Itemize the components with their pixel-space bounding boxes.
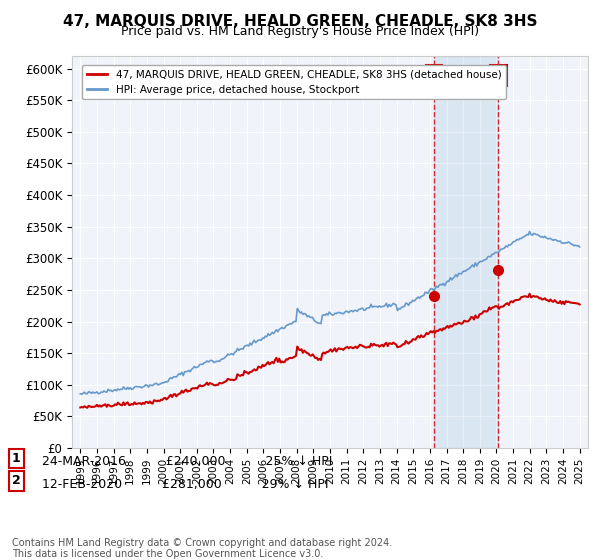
- Text: Price paid vs. HM Land Registry's House Price Index (HPI): Price paid vs. HM Land Registry's House …: [121, 25, 479, 38]
- Text: 1: 1: [430, 69, 438, 82]
- Text: 1: 1: [12, 452, 21, 465]
- Text: 12-FEB-2020          £281,000          29% ↓ HPI: 12-FEB-2020 £281,000 29% ↓ HPI: [42, 478, 329, 491]
- Text: 2: 2: [494, 69, 503, 82]
- Text: Contains HM Land Registry data © Crown copyright and database right 2024.
This d: Contains HM Land Registry data © Crown c…: [12, 538, 392, 559]
- Text: 47, MARQUIS DRIVE, HEALD GREEN, CHEADLE, SK8 3HS: 47, MARQUIS DRIVE, HEALD GREEN, CHEADLE,…: [63, 14, 537, 29]
- Legend: 47, MARQUIS DRIVE, HEALD GREEN, CHEADLE, SK8 3HS (detached house), HPI: Average : 47, MARQUIS DRIVE, HEALD GREEN, CHEADLE,…: [82, 65, 506, 99]
- Text: 2: 2: [12, 474, 21, 487]
- Bar: [434, 56, 499, 448]
- Text: 24-MAR-2016          £240,000          25% ↓ HPI: 24-MAR-2016 £240,000 25% ↓ HPI: [42, 455, 332, 469]
